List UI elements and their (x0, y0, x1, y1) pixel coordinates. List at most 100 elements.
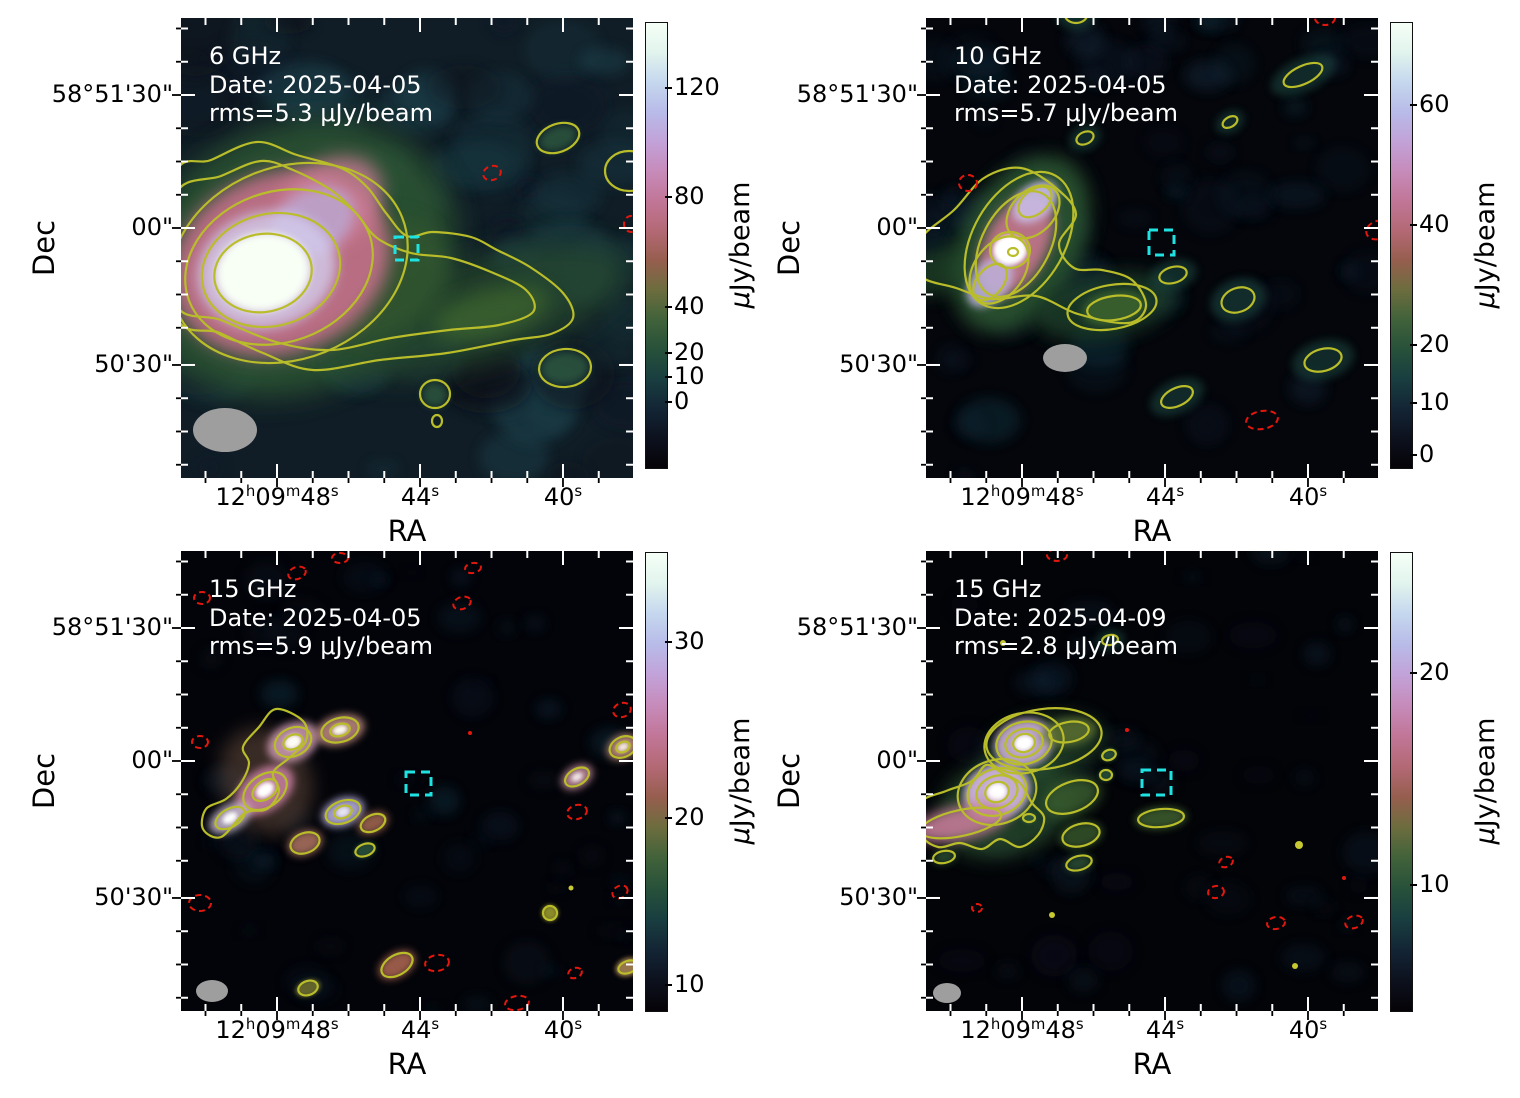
colorbar-15ghz-0409 (1390, 552, 1413, 1012)
colorbar-tick (665, 817, 672, 819)
x-axis-label: RA (387, 514, 427, 548)
panel-annotation: 6 GHz Date: 2025-04-05 rms=5.3 μJy/beam (209, 42, 433, 128)
panel-annotation: 15 GHz Date: 2025-04-09 rms=2.8 μJy/beam (954, 575, 1178, 661)
sky-map-canvas (172, 551, 633, 1020)
colorbar-tick-label: 20 (674, 338, 705, 366)
y-axis-label: Dec (27, 219, 61, 277)
y-tick-label: 50'30" (839, 883, 918, 911)
annotation-date: Date: 2025-04-05 (209, 603, 422, 632)
y-tick-label: 50'30" (839, 350, 918, 378)
colorbar-tick (1410, 104, 1417, 106)
annotation-freq: 15 GHz (209, 575, 297, 603)
colorbar-tick-label: 0 (674, 387, 690, 415)
target-marker-box (1140, 768, 1173, 797)
y-tick-label: 00" (131, 746, 173, 774)
panel-15ghz-0405: 15 GHz Date: 2025-04-05 rms=5.9 μJy/beam (172, 551, 633, 1020)
x-tick-label: 40s (543, 1015, 583, 1044)
x-axis-label: RA (387, 1047, 427, 1081)
x-tick-label: 12h09m48s (960, 1015, 1084, 1044)
y-axis-label: Dec (27, 752, 61, 810)
colorbar-tick (1410, 224, 1417, 226)
sky-map-canvas (917, 18, 1378, 487)
annotation-freq: 10 GHz (954, 42, 1042, 70)
panel-6ghz: 6 GHz Date: 2025-04-05 rms=5.3 μJy/beam (172, 18, 633, 487)
colorbar-tick-label: 20 (674, 803, 705, 831)
annotation-date: Date: 2025-04-09 (954, 603, 1167, 632)
colorbar-tick-label: 10 (674, 970, 705, 998)
colorbar-tick (1410, 402, 1417, 404)
colorbar-tick-label: 40 (674, 292, 705, 320)
colorbar-tick (665, 984, 672, 986)
colorbar-10ghz (1390, 22, 1413, 469)
annotation-freq: 15 GHz (954, 575, 1042, 603)
colorbar-tick-label: 10 (674, 362, 705, 390)
annotation-freq: 6 GHz (209, 42, 282, 70)
panel-15ghz-0409: 15 GHz Date: 2025-04-09 rms=2.8 μJy/beam (917, 551, 1378, 1020)
colorbar-tick (665, 641, 672, 643)
y-tick-label: 58°51'30" (796, 613, 918, 641)
colorbar-unit-label: μJy/beam (725, 181, 756, 309)
colorbar-unit-label: μJy/beam (1470, 717, 1501, 845)
colorbar-tick (665, 401, 672, 403)
colorbar-tick (1410, 344, 1417, 346)
y-tick-label: 58°51'30" (796, 80, 918, 108)
colorbar-tick-label: 80 (674, 182, 705, 210)
colorbar-tick-label: 60 (1419, 90, 1450, 118)
colorbar-tick-label: 40 (1419, 210, 1450, 238)
sky-map-canvas (172, 18, 633, 487)
colorbar-tick (1410, 672, 1417, 674)
annotation-rms: rms=5.7 μJy/beam (954, 99, 1178, 127)
y-tick-label: 00" (131, 213, 173, 241)
y-tick-label: 50'30" (94, 350, 173, 378)
colorbar-tick-label: 10 (1419, 388, 1450, 416)
target-marker-box (1147, 228, 1176, 257)
colorbar-15ghz-0405 (645, 552, 668, 1012)
colorbar-tick (665, 87, 672, 89)
colorbar-tick-label: 20 (1419, 658, 1450, 686)
sky-map-canvas (917, 551, 1378, 1020)
target-marker-box (404, 770, 433, 797)
y-tick-label: 00" (876, 746, 918, 774)
colorbar-tick (1410, 884, 1417, 886)
y-tick-label: 58°51'30" (51, 80, 173, 108)
y-tick-label: 58°51'30" (51, 613, 173, 641)
colorbar-tick-label: 20 (1419, 330, 1450, 358)
annotation-rms: rms=2.8 μJy/beam (954, 632, 1178, 660)
colorbar-tick-label: 30 (674, 627, 705, 655)
panel-10ghz: 10 GHz Date: 2025-04-05 rms=5.7 μJy/beam (917, 18, 1378, 487)
x-tick-label: 12h09m48s (960, 482, 1084, 511)
y-axis-label: Dec (772, 219, 806, 277)
colorbar-unit-label: μJy/beam (1470, 181, 1501, 309)
colorbar-tick (665, 376, 672, 378)
target-marker-box (393, 235, 420, 262)
beam-ellipse (933, 983, 961, 1003)
x-tick-label: 12h09m48s (215, 1015, 339, 1044)
colorbar-tick-label: 0 (1419, 440, 1435, 468)
x-tick-label: 44s (1145, 482, 1185, 511)
annotation-rms: rms=5.9 μJy/beam (209, 632, 433, 660)
colorbar-tick (665, 306, 672, 308)
panel-annotation: 15 GHz Date: 2025-04-05 rms=5.9 μJy/beam (209, 575, 433, 661)
x-tick-label: 44s (400, 1015, 440, 1044)
beam-ellipse (196, 980, 228, 1002)
colorbar-6ghz (645, 22, 668, 469)
beam-ellipse (193, 408, 257, 452)
x-axis-label: RA (1132, 514, 1172, 548)
y-tick-label: 00" (876, 213, 918, 241)
y-axis-label: Dec (772, 752, 806, 810)
annotation-rms: rms=5.3 μJy/beam (209, 99, 433, 127)
annotation-date: Date: 2025-04-05 (209, 70, 422, 99)
x-tick-label: 40s (543, 482, 583, 511)
colorbar-tick-label: 10 (1419, 870, 1450, 898)
x-tick-label: 44s (1145, 1015, 1185, 1044)
y-tick-label: 50'30" (94, 883, 173, 911)
x-tick-label: 44s (400, 482, 440, 511)
beam-ellipse (1043, 344, 1087, 372)
x-tick-label: 40s (1288, 1015, 1328, 1044)
panel-annotation: 10 GHz Date: 2025-04-05 rms=5.7 μJy/beam (954, 42, 1178, 128)
x-tick-label: 40s (1288, 482, 1328, 511)
colorbar-tick-label: 120 (674, 73, 720, 101)
colorbar-tick (1410, 454, 1417, 456)
x-axis-label: RA (1132, 1047, 1172, 1081)
